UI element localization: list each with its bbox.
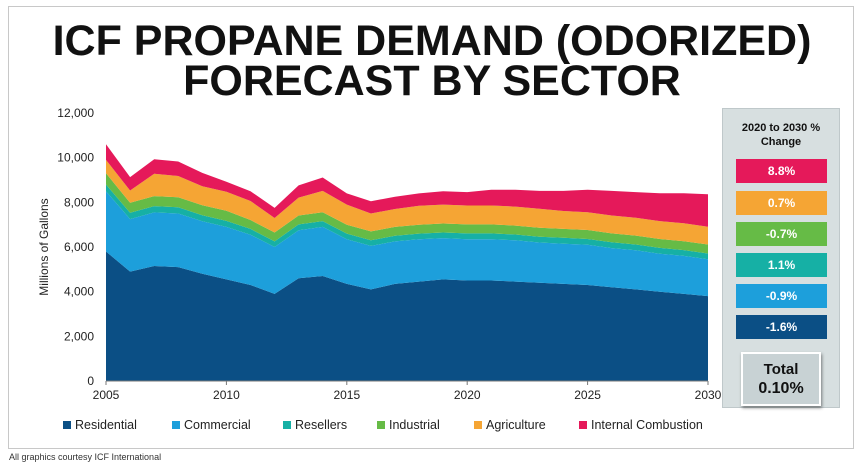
change-internal-combustion: 8.8%: [736, 159, 827, 183]
legend-label-internal-combustion: Internal Combustion: [591, 418, 703, 432]
change-industrial: -0.7%: [736, 222, 827, 246]
area-industrial: [106, 173, 708, 254]
title-line-2: FORECAST BY SECTOR: [183, 57, 681, 105]
legend-swatch-internal-combustion: [579, 421, 587, 429]
legend-swatch-agriculture: [474, 421, 482, 429]
image-credit: All graphics courtesy ICF International: [9, 452, 162, 462]
change-residential: -1.6%: [736, 315, 827, 339]
x-tick-label: 2010: [213, 388, 240, 402]
y-tick-labels: 0 2,000 4,000 6,000 8,000 10,000 12,000: [57, 106, 94, 388]
y-tick-label: 6,000: [64, 240, 94, 254]
x-tick-label: 2025: [574, 388, 601, 402]
legend-swatch-commercial: [172, 421, 180, 429]
total-label: Total: [763, 361, 799, 378]
y-axis-label: Millions of Gallons: [37, 198, 51, 295]
legend: Residential Commercial Resellers Industrial…: [63, 418, 703, 432]
area-internal-combustion: [106, 144, 708, 227]
x-tick-label: 2030: [695, 388, 722, 402]
area-commercial: [106, 191, 708, 297]
legend-label-industrial: Industrial: [389, 418, 440, 432]
legend-label-resellers: Resellers: [295, 418, 347, 432]
legend-swatch-resellers: [283, 421, 291, 429]
y-tick-label: 2,000: [64, 329, 94, 343]
area-series-group: [106, 144, 708, 381]
legend-swatch-industrial: [377, 421, 385, 429]
y-tick-label: 8,000: [64, 195, 94, 209]
y-tick-label: 10,000: [57, 151, 94, 165]
change-commercial: -0.9%: [736, 284, 827, 308]
change-agriculture: 0.7%: [736, 191, 827, 215]
legend-swatch-residential: [63, 421, 71, 429]
change-resellers: 1.1%: [736, 253, 827, 277]
chart-title: ICF PROPANE DEMAND (ODORIZED) FORECAST B…: [9, 17, 855, 105]
y-tick-label: 0: [87, 374, 94, 388]
total-box: Total 0.10%: [741, 352, 821, 406]
heading-line-2: Change: [760, 136, 802, 148]
total-value: 0.10%: [758, 380, 804, 397]
x-tick-label: 2005: [93, 388, 120, 402]
title-line-1: ICF PROPANE DEMAND (ODORIZED): [52, 17, 812, 65]
y-tick-label: 4,000: [64, 285, 94, 299]
area-agriculture: [106, 159, 708, 245]
x-tick-labels: 2005 2010 2015 2020 2025 2030: [93, 381, 722, 402]
heading-line-1: 2020 to 2030 %: [741, 122, 821, 134]
x-tick-label: 2020: [454, 388, 481, 402]
area-residential: [106, 251, 708, 381]
legend-label-commercial: Commercial: [184, 418, 251, 432]
change-panel: 2020 to 2030 % Change 8.8% 0.7% -0.7% 1.…: [722, 108, 840, 408]
change-panel-heading: 2020 to 2030 % Change: [723, 121, 839, 149]
legend-label-agriculture: Agriculture: [486, 418, 546, 432]
y-tick-label: 12,000: [57, 106, 94, 120]
x-tick-label: 2015: [333, 388, 360, 402]
legend-label-residential: Residential: [75, 418, 137, 432]
area-resellers: [106, 184, 708, 260]
